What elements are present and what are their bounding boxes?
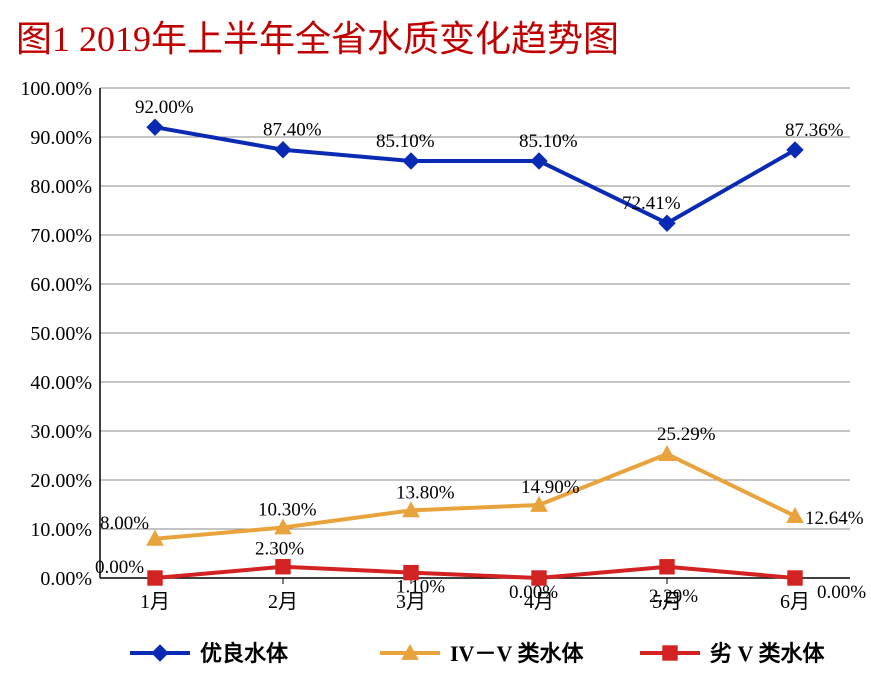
x-tick-label: 1月 [140,591,170,613]
chart-container: 0.00%10.00%20.00%30.00%40.00%50.00%60.00… [0,68,871,683]
data-marker [787,142,803,158]
data-label: 87.40% [263,120,322,141]
chart-title: 图1 2019年上半年全省水质变化趋势图 [0,0,871,68]
y-tick-label: 70.00% [30,225,92,247]
data-label: 87.36% [785,120,844,141]
legend-marker [663,646,677,660]
x-tick-label: 6月 [780,591,810,613]
data-label: 8.00% [100,513,149,534]
x-tick-label: 2月 [268,591,298,613]
data-label: 14.90% [521,477,580,498]
data-marker [147,119,163,135]
y-tick-label: 30.00% [30,421,92,443]
legend-label: 劣 V 类水体 [710,641,825,666]
series-line [155,127,795,223]
data-label: 13.80% [396,482,455,503]
y-tick-label: 50.00% [30,323,92,345]
data-label: 2.30% [255,539,304,560]
y-tick-label: 100.00% [20,78,92,100]
data-label: 2.29% [649,586,698,607]
data-label: 0.00% [509,582,558,603]
y-tick-label: 20.00% [30,470,92,492]
data-marker [531,153,547,169]
data-label: 85.10% [376,131,435,152]
data-marker [403,153,419,169]
data-label: 0.00% [95,557,144,578]
data-marker [148,571,162,585]
data-marker [660,560,674,574]
y-tick-label: 10.00% [30,519,92,541]
data-marker [276,560,290,574]
data-marker [659,215,675,231]
legend-label: 优良水体 [200,641,289,666]
y-tick-label: 90.00% [30,127,92,149]
y-tick-label: 80.00% [30,176,92,198]
series-line [155,567,795,578]
y-tick-label: 60.00% [30,274,92,296]
data-label: 85.10% [519,131,578,152]
data-label: 1.10% [396,577,445,598]
data-label: 12.64% [805,508,864,529]
data-marker [788,571,802,585]
legend-marker [152,645,168,661]
data-label: 92.00% [135,97,194,118]
y-tick-label: 0.00% [40,568,92,590]
series-line [155,454,795,539]
y-tick-label: 40.00% [30,372,92,394]
legend-label: IV－V 类水体 [450,641,584,666]
data-label: 0.00% [817,582,866,603]
line-chart: 0.00%10.00%20.00%30.00%40.00%50.00%60.00… [0,68,871,683]
data-marker [659,446,675,460]
data-label: 72.41% [622,193,681,214]
data-marker [275,142,291,158]
data-label: 10.30% [258,500,317,521]
data-label: 25.29% [657,424,716,445]
